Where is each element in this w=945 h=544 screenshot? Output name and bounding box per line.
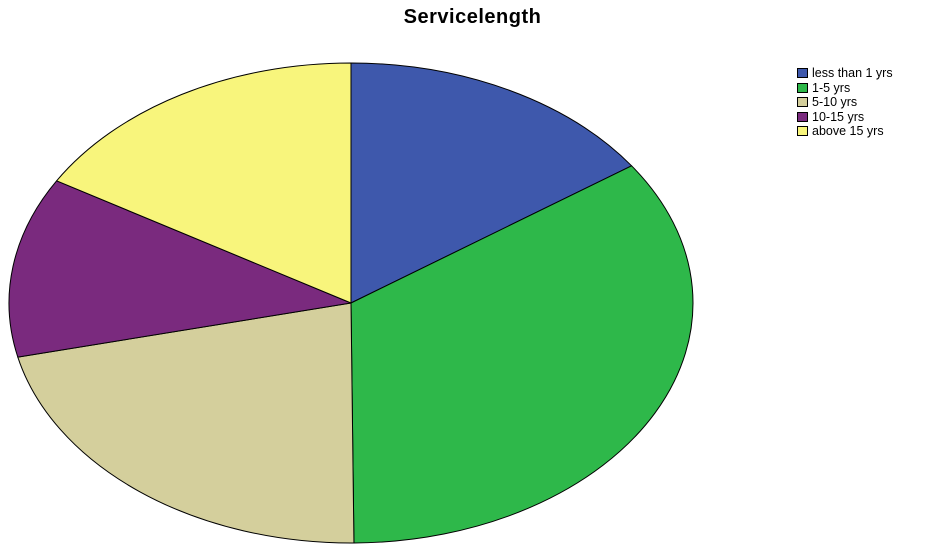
legend-label: 1-5 yrs	[812, 80, 851, 95]
legend-label: 10-15 yrs	[812, 109, 865, 124]
legend-item: 10-15 yrs	[797, 110, 893, 125]
chart-legend: less than 1 yrs 1-5 yrs 5-10 yrs 10-15 yrs a…	[797, 66, 893, 139]
pie-slice-10-15-yrs	[8, 180, 352, 358]
legend-swatch	[797, 97, 808, 108]
legend-item: 5-10 yrs	[797, 95, 893, 110]
pie-slice-above-15-yrs	[56, 62, 352, 304]
legend-item: above 15 yrs	[797, 124, 893, 139]
legend-swatch	[797, 68, 808, 79]
pie-slices	[8, 62, 694, 544]
legend-label: above 15 yrs	[812, 124, 884, 138]
legend-label: less than 1 yrs	[812, 66, 893, 80]
legend-swatch	[797, 82, 808, 93]
legend-item: 1-5 yrs	[797, 81, 893, 96]
legend-label: 5-10 yrs	[812, 95, 858, 109]
legend-item: less than 1 yrs	[797, 66, 893, 81]
legend-swatch	[797, 126, 808, 137]
pie-slice-1-5-yrs	[350, 165, 694, 544]
pie-slice-5-10-yrs	[17, 302, 355, 544]
pie-slice-less-than-1-yrs	[350, 62, 633, 304]
legend-swatch	[797, 111, 808, 122]
chart-title: Servicelength	[403, 6, 542, 28]
